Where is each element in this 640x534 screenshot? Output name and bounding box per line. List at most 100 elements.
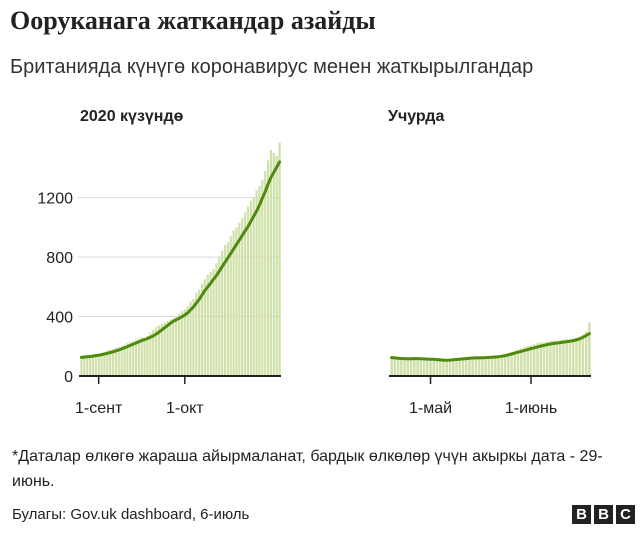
bar	[91, 354, 95, 376]
bar	[264, 170, 267, 376]
bar	[584, 331, 588, 376]
bar	[416, 358, 419, 376]
bar	[140, 337, 143, 376]
bar	[581, 334, 585, 376]
bar	[494, 355, 497, 376]
bar	[278, 142, 281, 376]
bar	[103, 352, 106, 376]
bar	[510, 351, 513, 376]
bar	[396, 357, 400, 376]
bar	[275, 155, 278, 376]
bar	[252, 197, 255, 376]
bar	[189, 301, 192, 376]
bar	[152, 329, 155, 376]
bar	[507, 352, 510, 376]
bar	[539, 342, 542, 376]
bar	[186, 306, 189, 376]
bar	[484, 357, 487, 376]
bar	[175, 316, 178, 376]
bar	[487, 356, 491, 376]
bar	[166, 320, 169, 376]
bar	[106, 350, 109, 376]
bar	[169, 319, 172, 376]
bar	[403, 358, 406, 376]
bar	[209, 271, 212, 376]
bar	[129, 341, 132, 376]
bar	[571, 338, 575, 376]
y-tick-label: 400	[46, 310, 73, 327]
bar	[143, 338, 146, 376]
bar	[474, 356, 478, 376]
bar	[86, 355, 89, 376]
bar	[97, 354, 100, 376]
bar	[223, 245, 227, 376]
bar	[160, 323, 163, 376]
bar	[261, 179, 264, 376]
bar	[445, 360, 448, 376]
bbc-logo-letter: B	[594, 505, 613, 524]
bar	[149, 332, 152, 376]
bar	[448, 359, 452, 376]
bar	[490, 356, 494, 376]
bar	[503, 354, 507, 376]
bar	[497, 355, 500, 376]
bar	[244, 212, 247, 376]
bar	[229, 236, 232, 376]
bar	[163, 322, 166, 376]
bar	[215, 263, 218, 376]
x-tick-label: 1-июнь	[505, 400, 557, 417]
bbc-logo-letter: C	[616, 505, 635, 524]
bar	[272, 153, 275, 376]
chart-area: 2020 күзүндө 0 400 800 1200 1-сент 1-окт Учурда…	[37, 108, 591, 417]
bar	[461, 357, 465, 376]
bar	[134, 339, 138, 376]
average-line	[79, 160, 282, 359]
bar	[114, 347, 117, 376]
bar	[451, 359, 455, 376]
bar	[546, 341, 549, 376]
average-line	[390, 332, 591, 362]
bar	[413, 358, 416, 376]
bar	[468, 356, 471, 376]
bar	[575, 337, 578, 376]
bar	[80, 356, 83, 376]
bar	[100, 352, 103, 376]
bar	[520, 348, 523, 376]
bar	[94, 353, 97, 376]
bar	[432, 359, 435, 376]
bar	[500, 354, 504, 376]
bbc-logo: B B C	[572, 505, 635, 524]
bar	[429, 359, 432, 376]
bar	[458, 358, 461, 376]
bar	[455, 358, 458, 376]
bar	[578, 336, 581, 376]
bar	[477, 357, 481, 376]
bar	[206, 274, 209, 376]
bar	[249, 200, 252, 376]
bar	[422, 359, 426, 376]
bar	[241, 218, 244, 376]
bar	[177, 313, 181, 376]
bar	[400, 358, 403, 376]
bar	[555, 340, 559, 376]
chart-subtitle: Британияда күнүгө коронавирус менен жатк…	[10, 56, 534, 78]
bar	[439, 360, 442, 376]
bar	[172, 318, 175, 376]
bar	[198, 289, 201, 376]
footnote: *Даталар өлкөгө жараша айырмаланат, бард…	[12, 448, 603, 490]
bar	[258, 185, 261, 376]
bar	[218, 257, 221, 376]
bar	[393, 356, 397, 376]
bar	[155, 326, 158, 376]
bar	[109, 349, 112, 376]
bar	[126, 343, 129, 376]
bar	[552, 340, 555, 376]
bar	[269, 150, 273, 376]
bar	[117, 347, 120, 376]
bar	[203, 279, 206, 376]
bar	[526, 345, 530, 376]
bar	[481, 357, 484, 376]
bar	[88, 355, 92, 376]
bar	[565, 338, 568, 376]
bar	[238, 222, 241, 376]
